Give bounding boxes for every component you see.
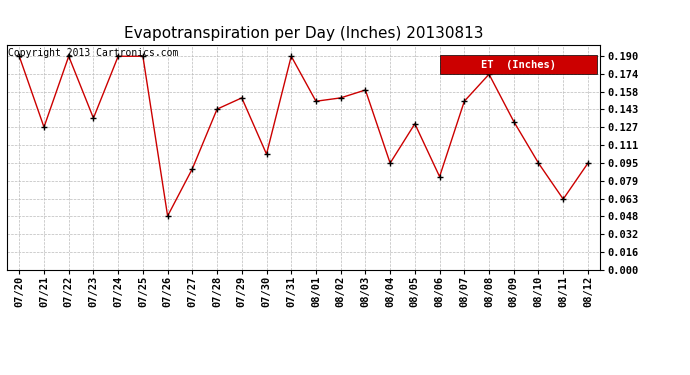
Title: Evapotranspiration per Day (Inches) 20130813: Evapotranspiration per Day (Inches) 2013… xyxy=(124,26,484,41)
Text: ET  (Inches): ET (Inches) xyxy=(481,60,556,70)
Text: Copyright 2013 Cartronics.com: Copyright 2013 Cartronics.com xyxy=(8,48,179,58)
FancyBboxPatch shape xyxy=(440,55,598,74)
